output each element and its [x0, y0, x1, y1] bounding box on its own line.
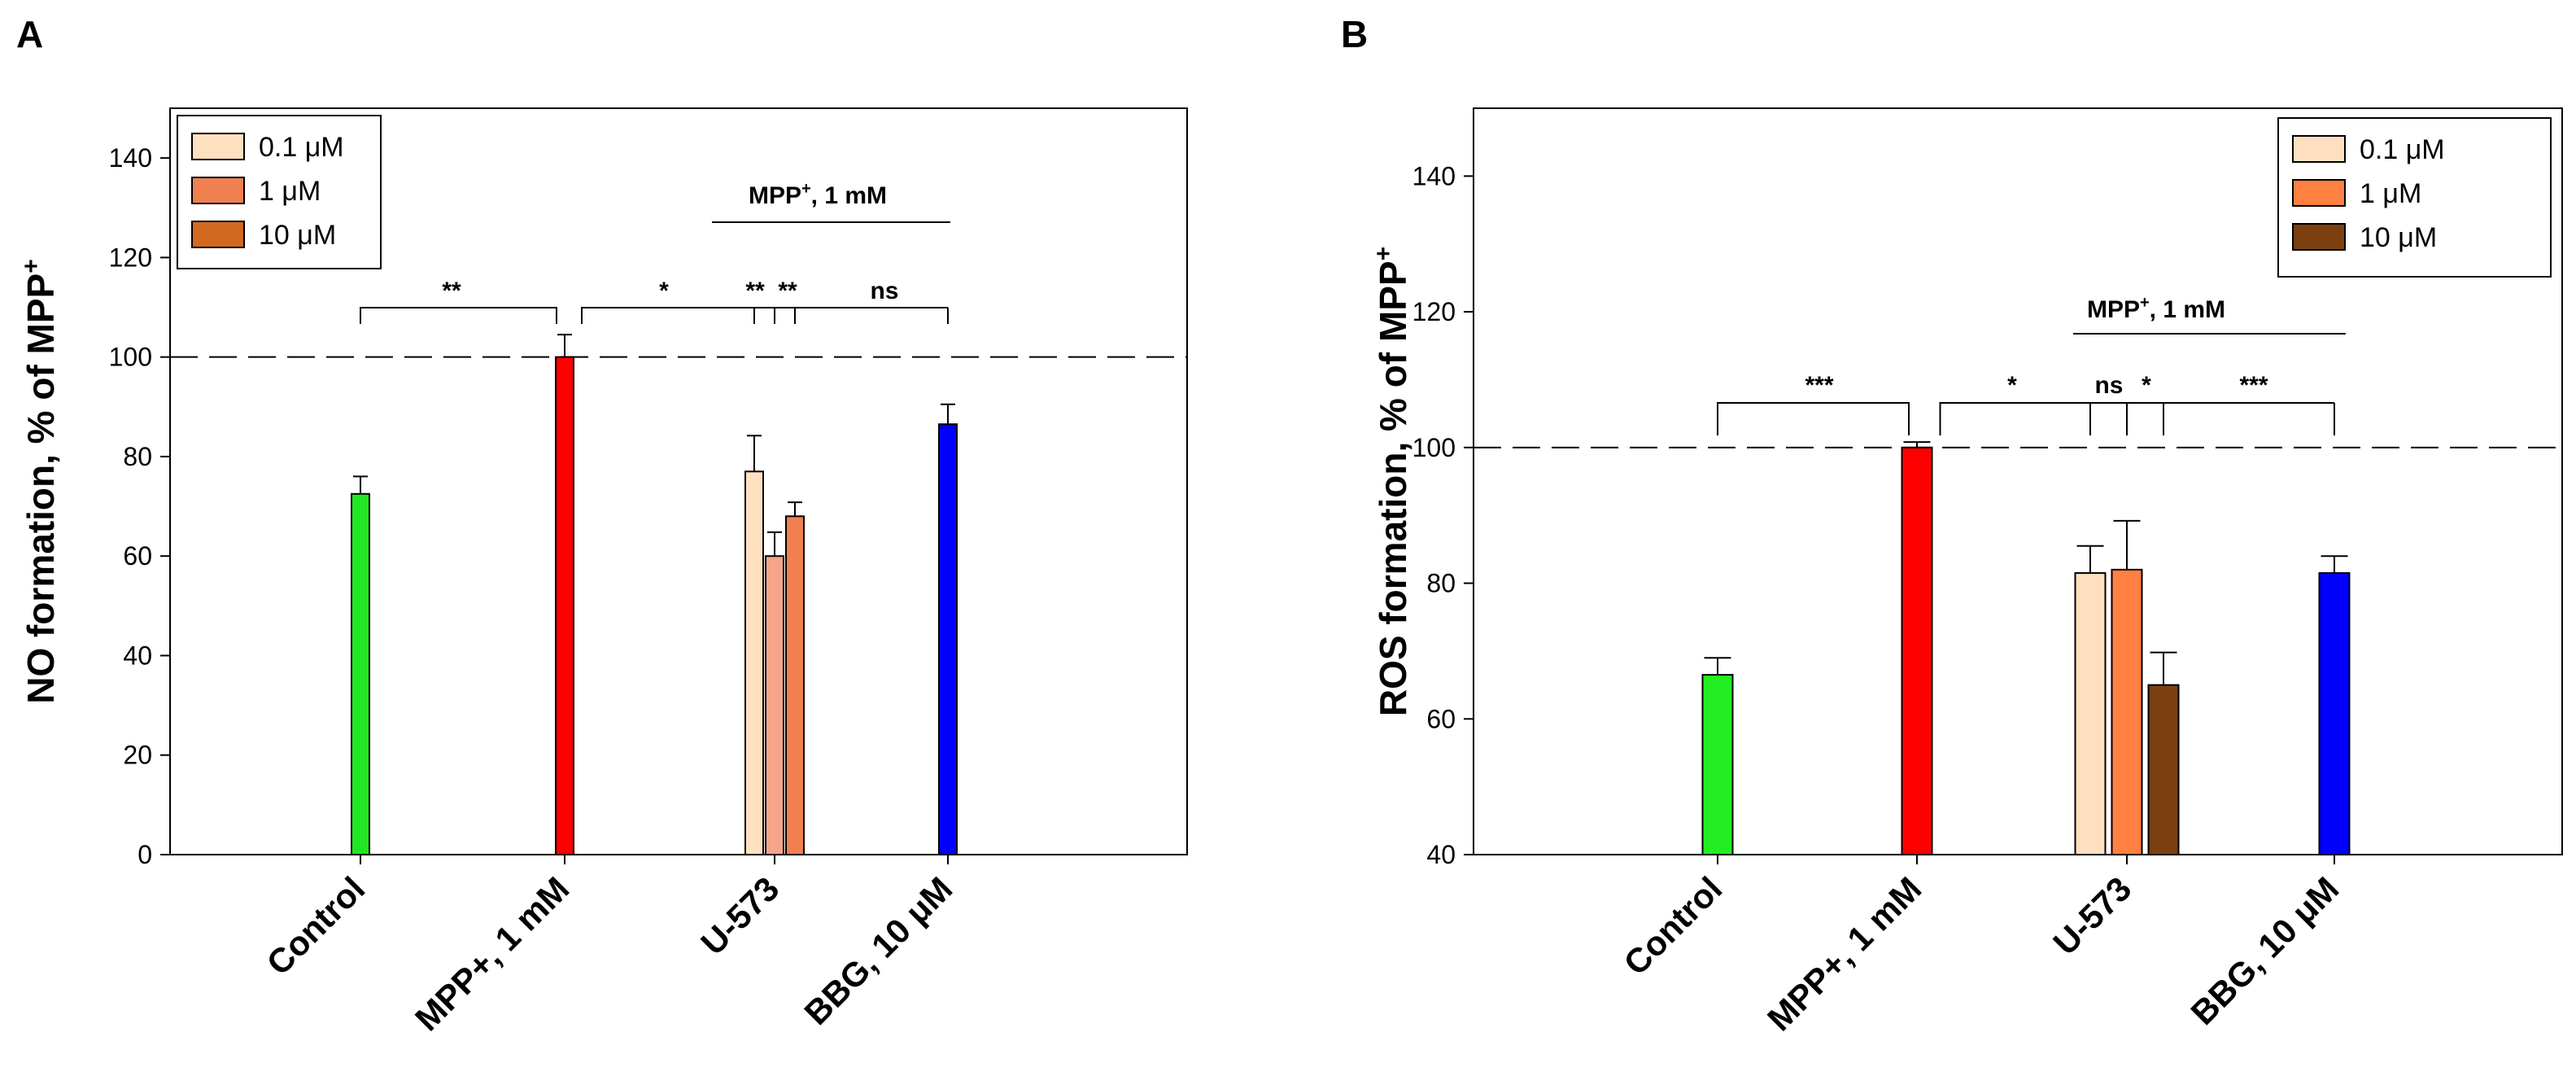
legend-swatch [191, 221, 245, 248]
y-tick-label: 80 [1426, 569, 1456, 598]
group-label: MPP+, 1 mM [2087, 294, 2225, 323]
group-label-text: MPP [749, 182, 801, 209]
legend-item-label: 0.1 μM [2360, 134, 2445, 165]
y-tick-label: 60 [1426, 704, 1456, 733]
y-axis-label-text: ROS formation, % of MPP [1372, 260, 1414, 716]
y-axis-label-text: NO formation, % of MPP [20, 273, 62, 704]
legend-swatch [2292, 135, 2346, 163]
group-label-rest: , 1 mM [811, 182, 887, 209]
y-tick-label: 100 [1412, 433, 1456, 462]
y-tick-label: 0 [138, 840, 152, 869]
legend-swatch [191, 177, 245, 204]
x-category-label: MPP+, 1 mM [408, 869, 576, 1038]
x-category-label: BBG, 10 μM [2183, 869, 2346, 1032]
y-axis-label: ROS formation, % of MPP+ [1370, 247, 1414, 716]
legend-item-label: 10 μM [259, 220, 336, 251]
group-label: MPP+, 1 mM [749, 180, 887, 209]
significance-label: ns [2094, 372, 2123, 399]
bar [2074, 572, 2107, 855]
significance-label: * [2007, 372, 2017, 399]
significance-bracket [360, 307, 557, 324]
plot-frame [169, 107, 1188, 855]
legend-item-label: 10 μM [2360, 222, 2437, 253]
bar [785, 515, 805, 855]
y-tick-label: 60 [123, 541, 152, 571]
group-label-sup: + [801, 180, 811, 198]
legend-item-label: 1 μM [259, 176, 321, 207]
panel-label: B [1341, 13, 1368, 55]
y-axis-label-sup: + [18, 259, 45, 273]
y-tick-label: 20 [123, 741, 152, 770]
significance-label: ** [745, 278, 765, 304]
legend-swatch [2292, 179, 2346, 207]
chart-panel-a: A 0 20 40 60 80 100 120 140 NO formation, % of MP… [16, 13, 1188, 1038]
legend-swatch [2292, 223, 2346, 251]
legend-item-label: 1 μM [2360, 178, 2421, 209]
significance-label: ns [870, 278, 898, 304]
significance-label: * [659, 278, 669, 304]
significance-label: *** [1805, 372, 1833, 399]
bar [2111, 568, 2143, 855]
group-label-rest: , 1 mM [2150, 296, 2225, 323]
panel-label: A [16, 13, 43, 55]
bar [765, 555, 784, 855]
x-category-label: BBG, 10 μM [797, 869, 959, 1032]
y-axis-label: NO formation, % of MPP+ [18, 259, 62, 704]
significance-bracket [1939, 402, 2334, 435]
significance-label: ** [778, 278, 797, 304]
bar [555, 356, 574, 855]
x-category-label: U-573 [693, 869, 786, 962]
x-category-label: U-573 [2046, 869, 2138, 962]
legend-item-label: 0.1 μM [259, 132, 344, 163]
y-tick-label: 80 [123, 442, 152, 471]
bar [1901, 446, 1933, 855]
group-label-sup: + [2140, 294, 2150, 312]
y-tick-label: 100 [109, 343, 152, 372]
x-category-label: Control [260, 869, 373, 982]
x-category-label: MPP+, 1 mM [1760, 869, 1928, 1038]
significance-label: *** [2239, 372, 2268, 399]
y-axis-label-sup: + [1370, 247, 1397, 261]
bar [351, 492, 370, 855]
significance-bracket [1717, 402, 1910, 435]
significance-bracket [581, 307, 948, 324]
legend-swatch [191, 133, 245, 160]
y-tick-label: 120 [109, 243, 152, 272]
y-tick-label: 140 [1412, 161, 1456, 190]
bar [938, 423, 958, 855]
group-label-text: MPP [2087, 296, 2140, 323]
significance-label: ** [442, 278, 461, 304]
bar [1701, 674, 1734, 855]
y-tick-label: 40 [123, 641, 152, 670]
y-tick-label: 120 [1412, 297, 1456, 326]
bar [2318, 572, 2351, 855]
y-tick-label: 40 [1426, 840, 1456, 869]
bar [2147, 684, 2180, 855]
bar [744, 470, 764, 855]
x-category-label: Control [1617, 869, 1730, 982]
plot-frame [1473, 107, 2563, 855]
significance-label: * [2142, 372, 2151, 399]
y-tick-label: 140 [109, 143, 152, 173]
